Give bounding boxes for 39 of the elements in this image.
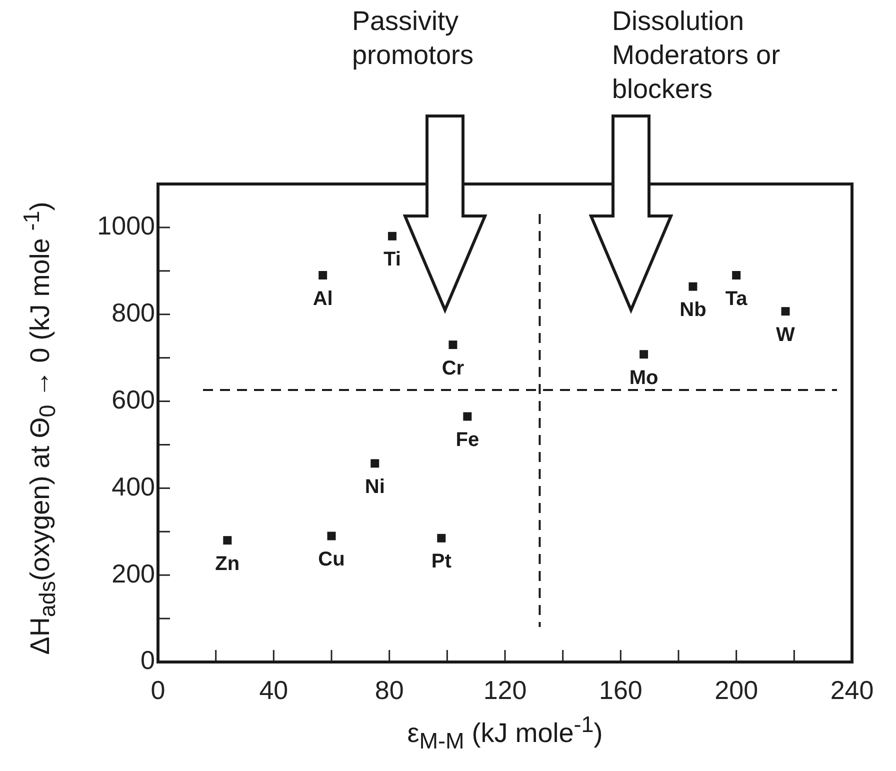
y-tick-label: 200	[112, 558, 155, 588]
annotation: Cu	[318, 548, 345, 570]
point	[318, 271, 328, 280]
annotation: Nb	[680, 299, 706, 322]
x-axis-title: ε$_{M-M}$ (kJ mole$^{-1}$)	[406, 712, 604, 754]
annotation: Mo	[629, 366, 658, 389]
point	[640, 350, 648, 359]
y-tick-label: 0	[140, 645, 155, 676]
y-tick-label: 600	[112, 384, 155, 414]
annotation: Al	[312, 288, 333, 310]
x-tick-label: 160	[598, 674, 642, 705]
point	[437, 534, 446, 542]
point	[781, 307, 790, 316]
x-tick-label: 40	[259, 674, 288, 705]
point	[463, 412, 472, 421]
annotation: W	[776, 324, 796, 346]
point	[448, 340, 458, 350]
y-tick-label: 800	[112, 298, 155, 328]
x-tick-label: 200	[714, 674, 758, 705]
x-tick-label: 80	[374, 674, 404, 705]
annotation: Cr	[442, 357, 464, 380]
annotation: Ta	[725, 288, 748, 310]
annotation: Pt	[431, 550, 452, 573]
y-tick-label: 400	[112, 471, 155, 502]
point	[388, 232, 396, 240]
annotation: Ti	[384, 248, 401, 271]
point	[732, 271, 741, 280]
x-tick-label: 120	[483, 674, 527, 705]
annotation: Fe	[456, 428, 480, 451]
annotation: Zn	[215, 552, 240, 575]
annotation: Ni	[364, 476, 385, 498]
x-tick-label: 240	[830, 674, 874, 705]
y-tick-label: 1000	[97, 210, 155, 241]
point	[327, 532, 336, 540]
point	[370, 459, 380, 468]
point	[223, 536, 232, 545]
point	[688, 282, 698, 291]
text: Dissolution Moderators or blockers	[612, 5, 782, 106]
text: Passivity promotors	[352, 5, 475, 72]
